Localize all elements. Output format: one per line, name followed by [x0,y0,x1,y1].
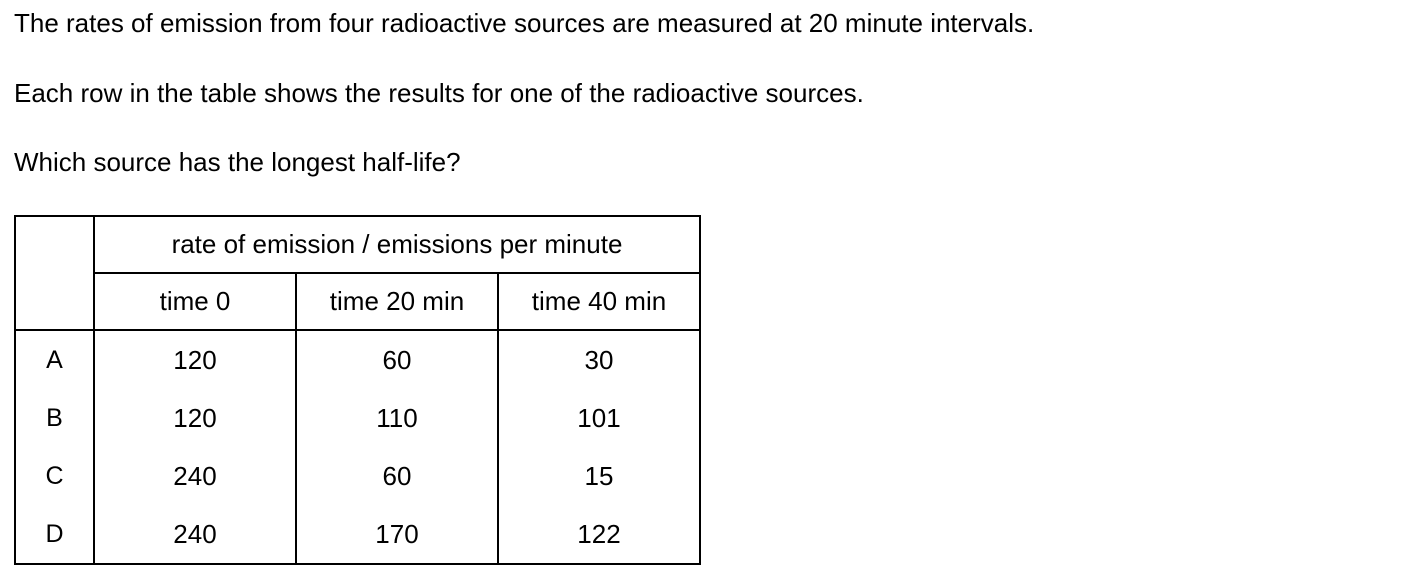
emission-table: rate of emission / emissions per minute … [14,215,701,565]
row-label: A [14,330,95,389]
table-header-row-group: rate of emission / emissions per minute [14,215,701,331]
column-header: time 0 [94,273,297,331]
table-cell: 120 [94,330,297,389]
row-label: C [14,447,95,505]
row-label: D [14,505,95,565]
intro-text: The rates of emission from four radioact… [14,8,1035,38]
table-cell: 15 [498,447,701,505]
table-row: D 240 170 122 [14,505,701,565]
empty-corner-cell [14,215,95,331]
table-cell: 240 [94,447,297,505]
table-row: B 120 110 101 [14,389,701,447]
table-header-row-columns: time 0 time 20 min time 40 min [15,273,701,331]
row-label: B [14,389,95,447]
table-note-text: Each row in the table shows the results … [14,78,864,108]
table-cell: 240 [94,505,297,565]
table-cell: 101 [498,389,701,447]
table-cell: 30 [498,330,701,389]
table-cell: 122 [498,505,701,565]
table-cell: 60 [296,330,499,389]
table-row: A 120 60 30 [14,330,701,389]
table-row: C 240 60 15 [14,447,701,505]
table-cell: 170 [296,505,499,565]
table-cell: 120 [94,389,297,447]
column-header: time 40 min [498,273,701,331]
question-prompt: Which source has the longest half-life? [14,147,461,177]
column-header: time 20 min [296,273,499,331]
table-cell: 60 [296,447,499,505]
table-cell: 110 [296,389,499,447]
group-header-cell: rate of emission / emissions per minute [94,215,701,274]
